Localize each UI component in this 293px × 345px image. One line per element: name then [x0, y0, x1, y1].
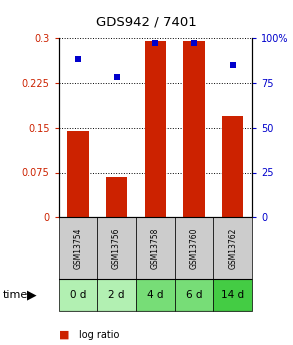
Text: GSM13758: GSM13758 [151, 228, 160, 269]
Bar [106, 177, 127, 217]
Text: GSM13756: GSM13756 [112, 228, 121, 269]
Bar [222, 116, 243, 217]
Text: 2 d: 2 d [108, 290, 125, 300]
Text: ■: ■ [59, 330, 73, 339]
Bar [67, 131, 88, 217]
Bar [175, 279, 213, 311]
Bar [97, 217, 136, 279]
Bar [145, 41, 166, 217]
Text: 0 d: 0 d [70, 290, 86, 300]
Text: GDS942 / 7401: GDS942 / 7401 [96, 16, 197, 29]
Bar [59, 217, 97, 279]
Bar [97, 279, 136, 311]
Bar [213, 217, 252, 279]
Bar [183, 41, 205, 217]
Bar [136, 217, 175, 279]
Text: GSM13762: GSM13762 [228, 228, 237, 269]
Bar [59, 279, 97, 311]
Bar [213, 279, 252, 311]
Text: ▶: ▶ [28, 288, 37, 302]
Text: GSM13754: GSM13754 [74, 228, 82, 269]
Text: log ratio: log ratio [79, 330, 120, 339]
Bar [136, 279, 175, 311]
Text: GSM13760: GSM13760 [190, 228, 198, 269]
Text: 4 d: 4 d [147, 290, 163, 300]
Bar [175, 217, 213, 279]
Text: time: time [3, 290, 28, 300]
Text: 14 d: 14 d [221, 290, 244, 300]
Text: 6 d: 6 d [186, 290, 202, 300]
